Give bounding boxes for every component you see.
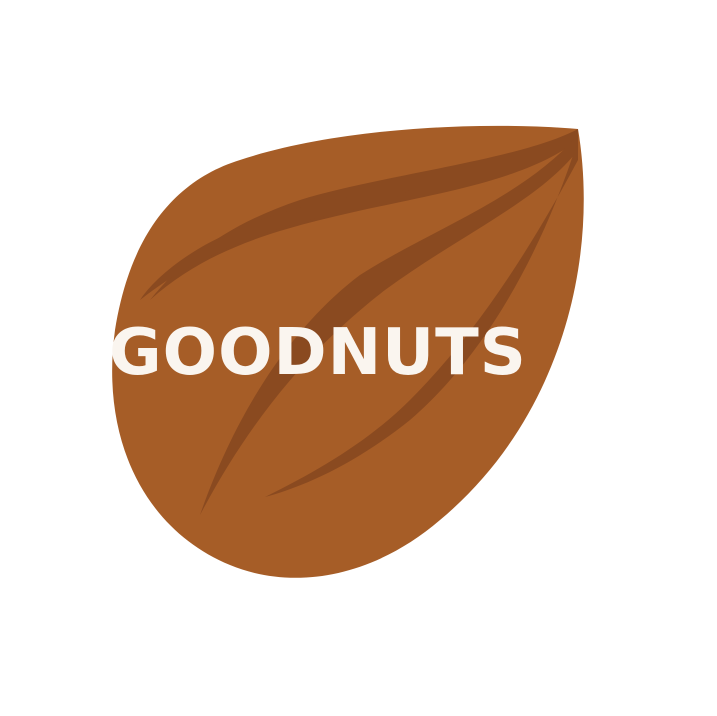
almond-veins xyxy=(140,129,578,515)
brand-name-text: GOODNUTS xyxy=(109,316,527,390)
vein-center xyxy=(200,135,578,515)
vein-upper-left xyxy=(140,190,410,300)
vein-top xyxy=(150,129,578,300)
